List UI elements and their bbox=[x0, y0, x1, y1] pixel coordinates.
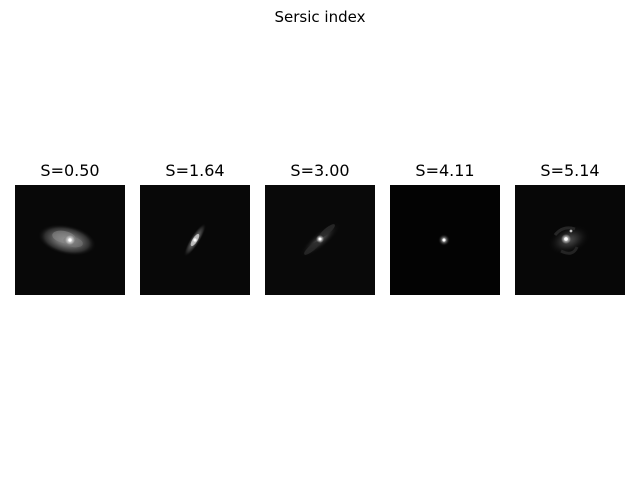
galaxy-panel-3: S=3.00 bbox=[265, 160, 375, 182]
galaxy-image-1 bbox=[15, 185, 125, 295]
panel-title-4: S=4.11 bbox=[390, 160, 500, 182]
galaxy-panel-1: S=0.50 bbox=[15, 160, 125, 182]
galaxy-panel-2: S=1.64 bbox=[140, 160, 250, 182]
panel-title-5: S=5.14 bbox=[515, 160, 625, 182]
panel-title-2: S=1.64 bbox=[140, 160, 250, 182]
panel-title-1: S=0.50 bbox=[15, 160, 125, 182]
galaxy-image-2 bbox=[140, 185, 250, 295]
galaxy-image-4 bbox=[390, 185, 500, 295]
galaxy-panel-5: S=5.14 bbox=[515, 160, 625, 182]
figure-title: Sersic index bbox=[0, 7, 640, 27]
galaxy-image-5 bbox=[515, 185, 625, 295]
panel-title-3: S=3.00 bbox=[265, 160, 375, 182]
galaxy-panel-4: S=4.11 bbox=[390, 160, 500, 182]
galaxy-image-3 bbox=[265, 185, 375, 295]
